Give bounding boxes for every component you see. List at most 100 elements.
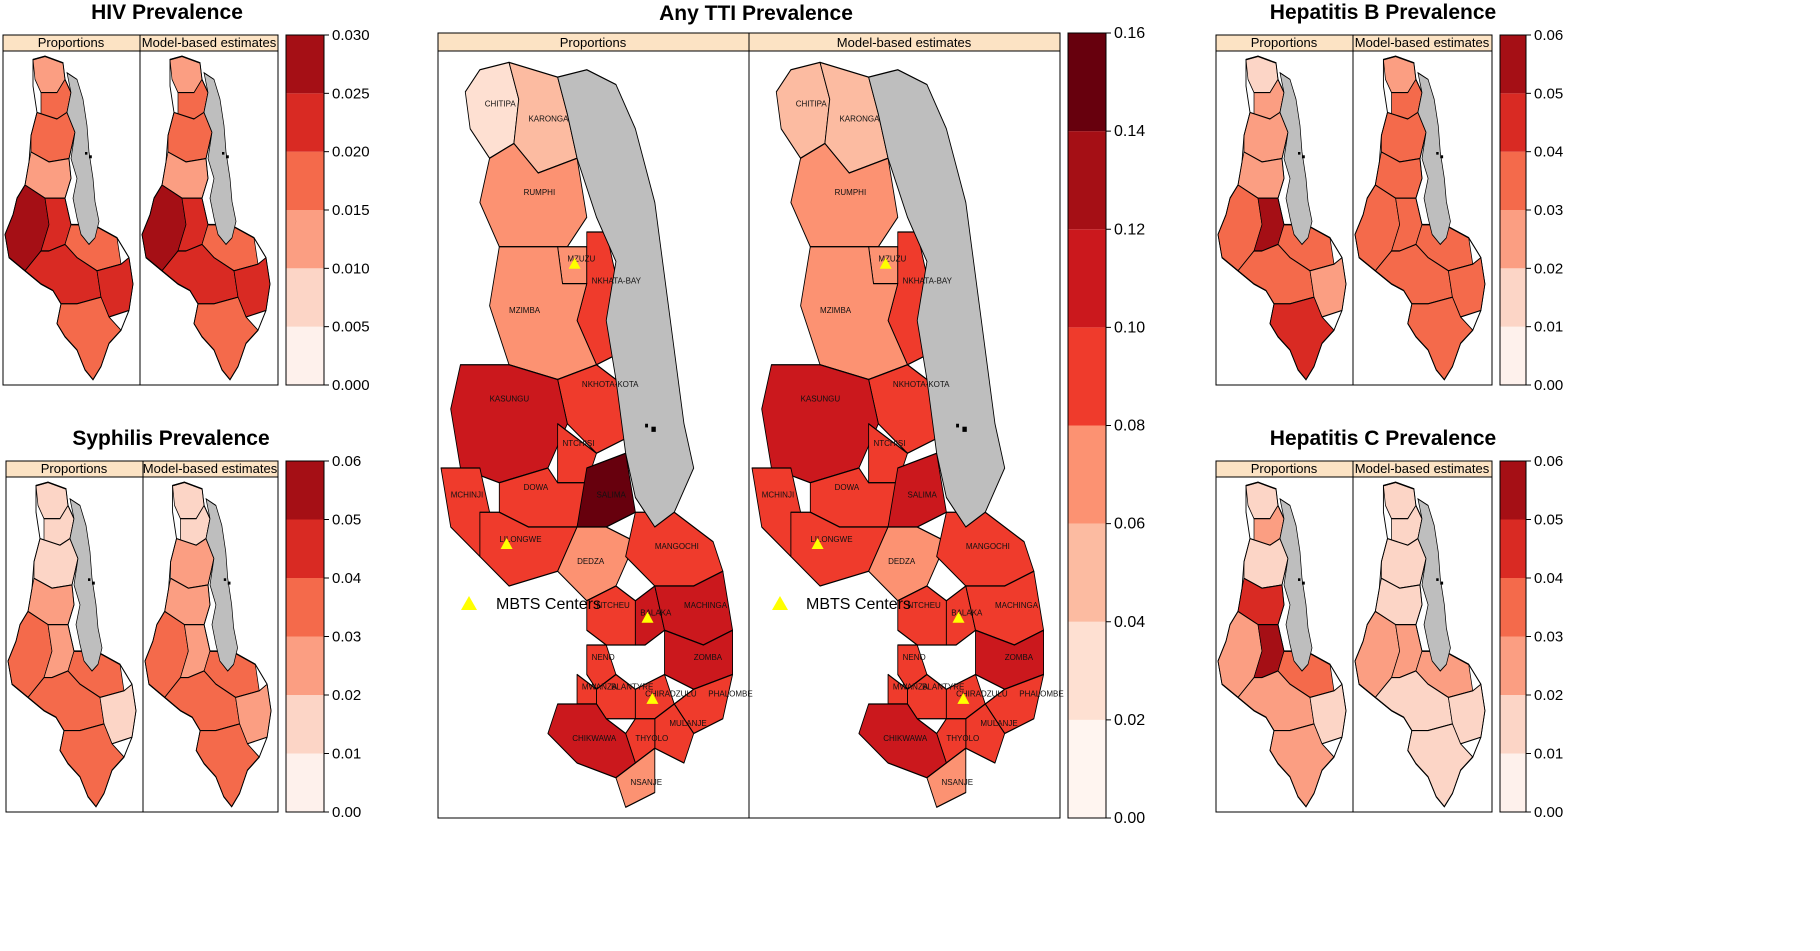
mbts-legend-label: MBTS Centers bbox=[496, 596, 601, 613]
colorbar-segment bbox=[286, 753, 324, 812]
map-hepatitis-c-proportions bbox=[1217, 481, 1347, 808]
district-label: RUMPHI bbox=[835, 188, 867, 197]
island-marker bbox=[226, 155, 229, 159]
colorbar-tick-label: 0.02 bbox=[1534, 687, 1563, 704]
mbts-center-marker bbox=[568, 257, 581, 269]
island-marker bbox=[645, 423, 649, 428]
mbts-center-marker bbox=[641, 611, 654, 623]
map-hepatitis-c-model bbox=[1354, 481, 1486, 808]
colorbar-hepatitis-b: 0.00 0.01 0.02 0.03 0.04 0.05 0.06 bbox=[1499, 27, 1563, 394]
district-label: RUMPHI bbox=[524, 188, 556, 197]
island-marker bbox=[1298, 578, 1301, 581]
district-region bbox=[1381, 111, 1427, 163]
colorbar-segment bbox=[1500, 636, 1526, 695]
district-region bbox=[1381, 538, 1427, 589]
colorbar-segment bbox=[1500, 461, 1526, 520]
mbts-marker-icon bbox=[772, 596, 788, 610]
colorbar-hepatitis-c: 0.00 0.01 0.02 0.03 0.04 0.05 0.06 bbox=[1499, 453, 1563, 821]
district-label: MWANZA bbox=[582, 682, 618, 691]
district-label: BLANTYRE bbox=[611, 682, 653, 691]
colorbar-segment bbox=[1500, 519, 1526, 578]
map-any-tti-model: CHITIPA KARONGA RUMPHI MZUZU NKHATA-BAY MZIMB… bbox=[751, 61, 1064, 808]
district-label: LILONGWE bbox=[810, 535, 852, 544]
district-label: MWANZA bbox=[893, 682, 929, 691]
island-marker bbox=[1436, 578, 1439, 581]
district-salima bbox=[887, 452, 947, 528]
colorbar-segment bbox=[1500, 753, 1526, 812]
lake-malawi bbox=[557, 69, 695, 528]
lake-malawi bbox=[205, 497, 238, 672]
mbts-legend-proportions: MBTS Centers bbox=[461, 596, 601, 613]
map-syphilis-proportions bbox=[7, 481, 137, 808]
district-mzimba bbox=[800, 246, 908, 381]
panel-title-hiv: HIV Prevalence bbox=[91, 1, 243, 24]
colorbar-tick-label: 0.16 bbox=[1114, 25, 1145, 42]
colorbar-tick-label: 0.06 bbox=[1534, 27, 1563, 44]
mbts-marker-icon bbox=[461, 596, 477, 610]
island-marker bbox=[1298, 152, 1301, 155]
colorbar-segment bbox=[286, 461, 324, 520]
district-label: MULANJE bbox=[669, 719, 706, 728]
colorbar-segment bbox=[286, 268, 324, 327]
island-marker bbox=[222, 152, 225, 155]
colorbar-tick-label: 0.08 bbox=[1114, 418, 1145, 435]
map-hiv-proportions bbox=[4, 55, 134, 381]
colorbar-any-tti: 0.00 0.02 0.04 0.06 0.08 0.10 0.12 0.14 0.16 bbox=[1067, 25, 1145, 827]
mbts-center-marker bbox=[879, 257, 892, 269]
strip-label-proportions: Proportions bbox=[38, 35, 105, 50]
district-label: CHITIPA bbox=[485, 100, 517, 109]
district-label: BALAKA bbox=[640, 609, 672, 618]
district-label: NKHOTA-KOTA bbox=[893, 380, 950, 389]
district-label: KASUNGU bbox=[490, 395, 530, 404]
district-label: NTCHISI bbox=[873, 439, 905, 448]
district-label: MCHINJI bbox=[762, 491, 794, 500]
colorbar-tick-label: 0.06 bbox=[332, 453, 361, 470]
island-marker bbox=[1302, 581, 1305, 585]
map-hiv-model bbox=[141, 55, 271, 381]
district-label: DEDZA bbox=[888, 557, 916, 566]
lake-malawi bbox=[1279, 71, 1313, 246]
colorbar-segment bbox=[1068, 621, 1106, 720]
colorbar-segment bbox=[1500, 695, 1526, 754]
colorbar-tick-label: 0.00 bbox=[1534, 377, 1563, 394]
island-marker bbox=[88, 578, 91, 581]
strip-label-model: Model-based estimates bbox=[1355, 35, 1490, 50]
panel-hepatitis-b: Hepatitis B Prevalence Proportions Model… bbox=[1215, 1, 1563, 394]
colorbar-tick-label: 0.000 bbox=[332, 377, 370, 394]
district-label: LILONGWE bbox=[499, 535, 541, 544]
colorbar-tick-label: 0.12 bbox=[1114, 221, 1145, 238]
district-label: MANGOCHI bbox=[966, 542, 1010, 551]
district-label: SALIMA bbox=[597, 491, 627, 500]
district-label: CHIRADZULU bbox=[645, 690, 697, 699]
district-label: PHALOMBE bbox=[1019, 690, 1063, 699]
district-mzimba bbox=[489, 246, 597, 381]
colorbar-segment bbox=[1500, 151, 1526, 210]
district-region bbox=[1243, 538, 1289, 589]
district-label: MZUZU bbox=[878, 255, 906, 264]
district-label: NKHOTA-KOTA bbox=[582, 380, 639, 389]
colorbar-tick-label: 0.04 bbox=[1534, 570, 1563, 587]
colorbar-tick-label: 0.025 bbox=[332, 85, 370, 102]
strip-label-proportions: Proportions bbox=[560, 35, 627, 50]
strip-label-model: Model-based estimates bbox=[143, 461, 278, 476]
district-label: NTCHEU bbox=[908, 601, 942, 610]
colorbar-tick-label: 0.00 bbox=[332, 804, 361, 821]
colorbar-tick-label: 0.00 bbox=[1534, 804, 1563, 821]
colorbar-segment bbox=[1500, 268, 1526, 327]
panel-hepatitis-c: Hepatitis C Prevalence Proportions Model… bbox=[1215, 427, 1563, 821]
map-hepatitis-b-model bbox=[1354, 55, 1486, 381]
district-label: DEDZA bbox=[577, 557, 605, 566]
island-marker bbox=[223, 578, 227, 581]
district-balaka bbox=[945, 585, 976, 646]
island-marker bbox=[956, 423, 960, 428]
district-label: MULANJE bbox=[980, 719, 1017, 728]
colorbar-segment bbox=[1500, 578, 1526, 637]
district-label: NTCHEU bbox=[597, 601, 631, 610]
colorbar-tick-label: 0.10 bbox=[1114, 319, 1145, 336]
mbts-center-marker bbox=[646, 692, 659, 704]
colorbar-tick-label: 0.02 bbox=[1114, 712, 1145, 729]
lake-malawi bbox=[1417, 71, 1451, 246]
colorbar-segment bbox=[1500, 35, 1526, 94]
colorbar-tick-label: 0.02 bbox=[332, 687, 361, 704]
colorbar-tick-label: 0.005 bbox=[332, 319, 370, 336]
